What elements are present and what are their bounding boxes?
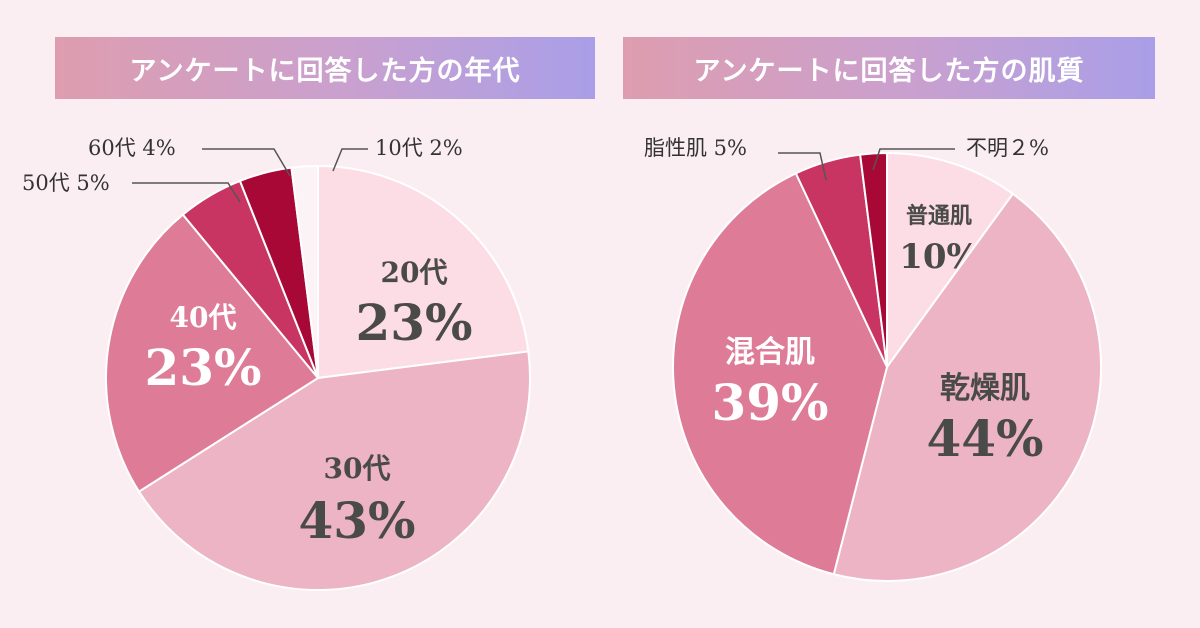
slice-category-label: 普通肌	[906, 203, 972, 229]
leader-line	[778, 152, 827, 181]
slice-percent-label: 44%	[926, 409, 1043, 468]
pie-slice	[886, 151, 1015, 371]
slice-category-label: 30代	[324, 452, 391, 485]
leader-line	[872, 148, 955, 171]
slice-percent-label: 39%	[711, 373, 828, 432]
outside-slice-label: 50代 5%	[22, 171, 110, 195]
outside-slice-label: 不明２%	[966, 136, 1049, 160]
slice-percent-label: 43%	[298, 491, 415, 550]
pie-slice	[105, 213, 320, 493]
leader-line	[202, 148, 291, 177]
pie-slice	[859, 151, 888, 368]
pie-slice	[290, 164, 319, 379]
pie-slice	[317, 164, 530, 380]
slice-category-label: 混合肌	[725, 335, 815, 370]
pie-slice	[137, 350, 531, 592]
pie-chart-0: 20代 23% 30代 43% 40代 23% 50代 5% 60代 4% 10代 2%	[22, 136, 531, 592]
slice-category-label: 40代	[170, 301, 237, 334]
slice-percent-label: 23%	[144, 338, 261, 397]
leader-line	[132, 182, 241, 203]
leader-line	[332, 148, 368, 172]
outside-slice-label: 60代 4%	[88, 136, 176, 160]
slice-category-label: 乾燥肌	[940, 371, 1030, 406]
skin-chart-title: アンケートに回答した方の肌質	[623, 37, 1155, 99]
pie-slice	[832, 192, 1102, 582]
age-chart-title: アンケートに回答した方の年代	[55, 37, 595, 99]
slice-category-label: 20代	[381, 256, 448, 289]
pie-slice	[672, 172, 889, 576]
slice-percent-label: 23%	[355, 293, 472, 352]
outside-slice-label: 10代 2%	[375, 136, 463, 160]
outside-slice-label: 脂性肌 5%	[644, 136, 747, 160]
